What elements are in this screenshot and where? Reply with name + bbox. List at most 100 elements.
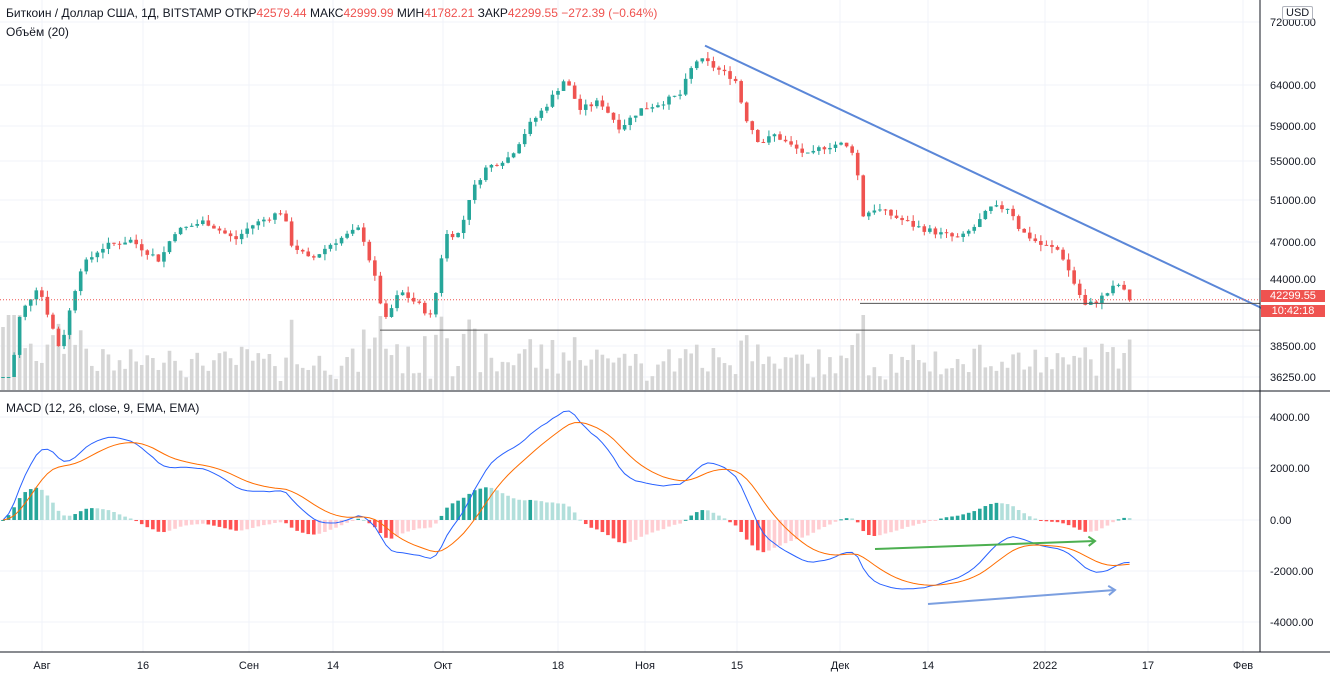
candle-body xyxy=(689,68,693,79)
macd-hist-bar xyxy=(1089,520,1093,532)
candle-body xyxy=(295,245,299,250)
candle-body xyxy=(639,108,644,116)
candle-body xyxy=(1,377,5,378)
volume-bar xyxy=(994,370,999,390)
volume-bar xyxy=(195,352,200,390)
macd-hist-bar xyxy=(645,520,649,535)
macd-hist-bar xyxy=(273,520,277,523)
candle-body xyxy=(561,81,566,91)
macd-hist-bar xyxy=(1105,520,1110,526)
volume-bar xyxy=(794,354,799,390)
candle-body xyxy=(611,112,616,120)
candle-body xyxy=(284,213,288,222)
volume-legend[interactable]: Объём (20) xyxy=(6,25,69,39)
currency-badge[interactable]: USD xyxy=(1282,6,1314,20)
volume-bar xyxy=(117,360,122,390)
candle-body xyxy=(67,310,72,335)
candle-body xyxy=(961,233,965,237)
candle-body xyxy=(622,125,627,130)
macd-hist-bar xyxy=(794,520,799,540)
macd-hist-bar xyxy=(411,520,416,530)
volume-bar xyxy=(1111,347,1115,390)
macd-hist-bar xyxy=(128,518,133,520)
volume-bar xyxy=(550,340,555,390)
candle-body xyxy=(184,226,188,228)
macd-hist-bar xyxy=(1066,520,1071,526)
macd-lines xyxy=(2,410,1130,605)
candle-body xyxy=(56,328,61,347)
volume-bar xyxy=(583,365,588,390)
volume-bar xyxy=(250,360,255,390)
symbol-header: Биткоин / Доллар США, 1Д, BITSTAMP ОТКР4… xyxy=(6,6,657,20)
macd-hist-bar xyxy=(939,518,943,520)
candle-body xyxy=(617,119,621,130)
candle-body xyxy=(728,71,732,79)
volume-bar xyxy=(811,377,816,390)
candle-body xyxy=(1122,284,1126,290)
macd-hist-bar xyxy=(184,520,188,526)
volume-bar xyxy=(645,380,649,390)
macd-hist-bar xyxy=(212,520,216,526)
macd-hist-bar xyxy=(1122,517,1126,520)
price-axis-label: 59000.00 xyxy=(1270,121,1316,133)
volume-bar xyxy=(300,367,305,390)
time-axis-label: 16 xyxy=(137,660,149,672)
macd-hist-bar xyxy=(239,520,244,531)
macd-hist-bar xyxy=(955,515,960,520)
volume-bar xyxy=(744,335,749,390)
candle-body xyxy=(1055,246,1060,250)
candle-body xyxy=(361,227,366,242)
candle-body xyxy=(23,305,27,317)
macd-hist-bar xyxy=(767,520,771,551)
candle-body xyxy=(250,225,255,229)
candle-body xyxy=(506,157,510,163)
volume-bar xyxy=(1039,372,1043,390)
volume-bar xyxy=(423,336,427,390)
macd-legend[interactable]: MACD (12, 26, close, 9, EMA, EMA) xyxy=(6,401,200,415)
volume-bar xyxy=(151,358,155,390)
volume-bar xyxy=(539,344,544,390)
close-value: 42299.55 xyxy=(507,6,558,20)
divergence-arrow-green-head xyxy=(1087,535,1097,547)
macd-hist-bar xyxy=(1011,506,1015,520)
volume-bar xyxy=(983,367,988,390)
volume-bar xyxy=(511,365,516,390)
macd-hist-bar xyxy=(545,502,549,520)
close-label: ЗАКР xyxy=(477,6,508,20)
macd-hist-bar xyxy=(489,487,494,520)
volume-bar xyxy=(478,372,483,390)
candle-body xyxy=(1072,270,1076,284)
macd-hist-bar xyxy=(378,520,383,534)
macd-hist-bar xyxy=(1100,520,1104,529)
macd-hist-bar xyxy=(522,500,527,520)
low-label: МИН xyxy=(396,6,425,20)
volume-bar xyxy=(173,360,177,390)
volume-bar xyxy=(223,351,227,390)
volume-bar xyxy=(722,363,727,390)
volume-bars xyxy=(1,315,1132,390)
volume-bar xyxy=(1027,366,1032,390)
volume-bar xyxy=(411,373,416,390)
divergence-arrow-blue-head xyxy=(1107,584,1117,596)
candle-body xyxy=(822,147,827,150)
macd-hist-bar xyxy=(855,520,860,523)
volume-bar xyxy=(295,364,299,390)
candle-body xyxy=(650,107,655,109)
volume-bar xyxy=(916,359,921,390)
time-axis-label: 14 xyxy=(922,660,934,672)
macd-hist-bar xyxy=(733,520,738,526)
candle-body xyxy=(1050,244,1054,247)
macd-hist-bar xyxy=(267,520,272,525)
candle-body xyxy=(472,184,477,201)
volume-bar xyxy=(761,364,766,390)
volume-bar xyxy=(95,370,100,390)
candle-body xyxy=(1022,228,1026,233)
macd-hist-bar xyxy=(867,520,871,536)
macd-hist-bar xyxy=(944,517,949,520)
candle-body xyxy=(484,167,488,181)
candle-body xyxy=(156,254,161,262)
candle-body xyxy=(256,221,261,226)
macd-hist-bar xyxy=(1039,520,1043,521)
volume-bar xyxy=(889,354,893,390)
